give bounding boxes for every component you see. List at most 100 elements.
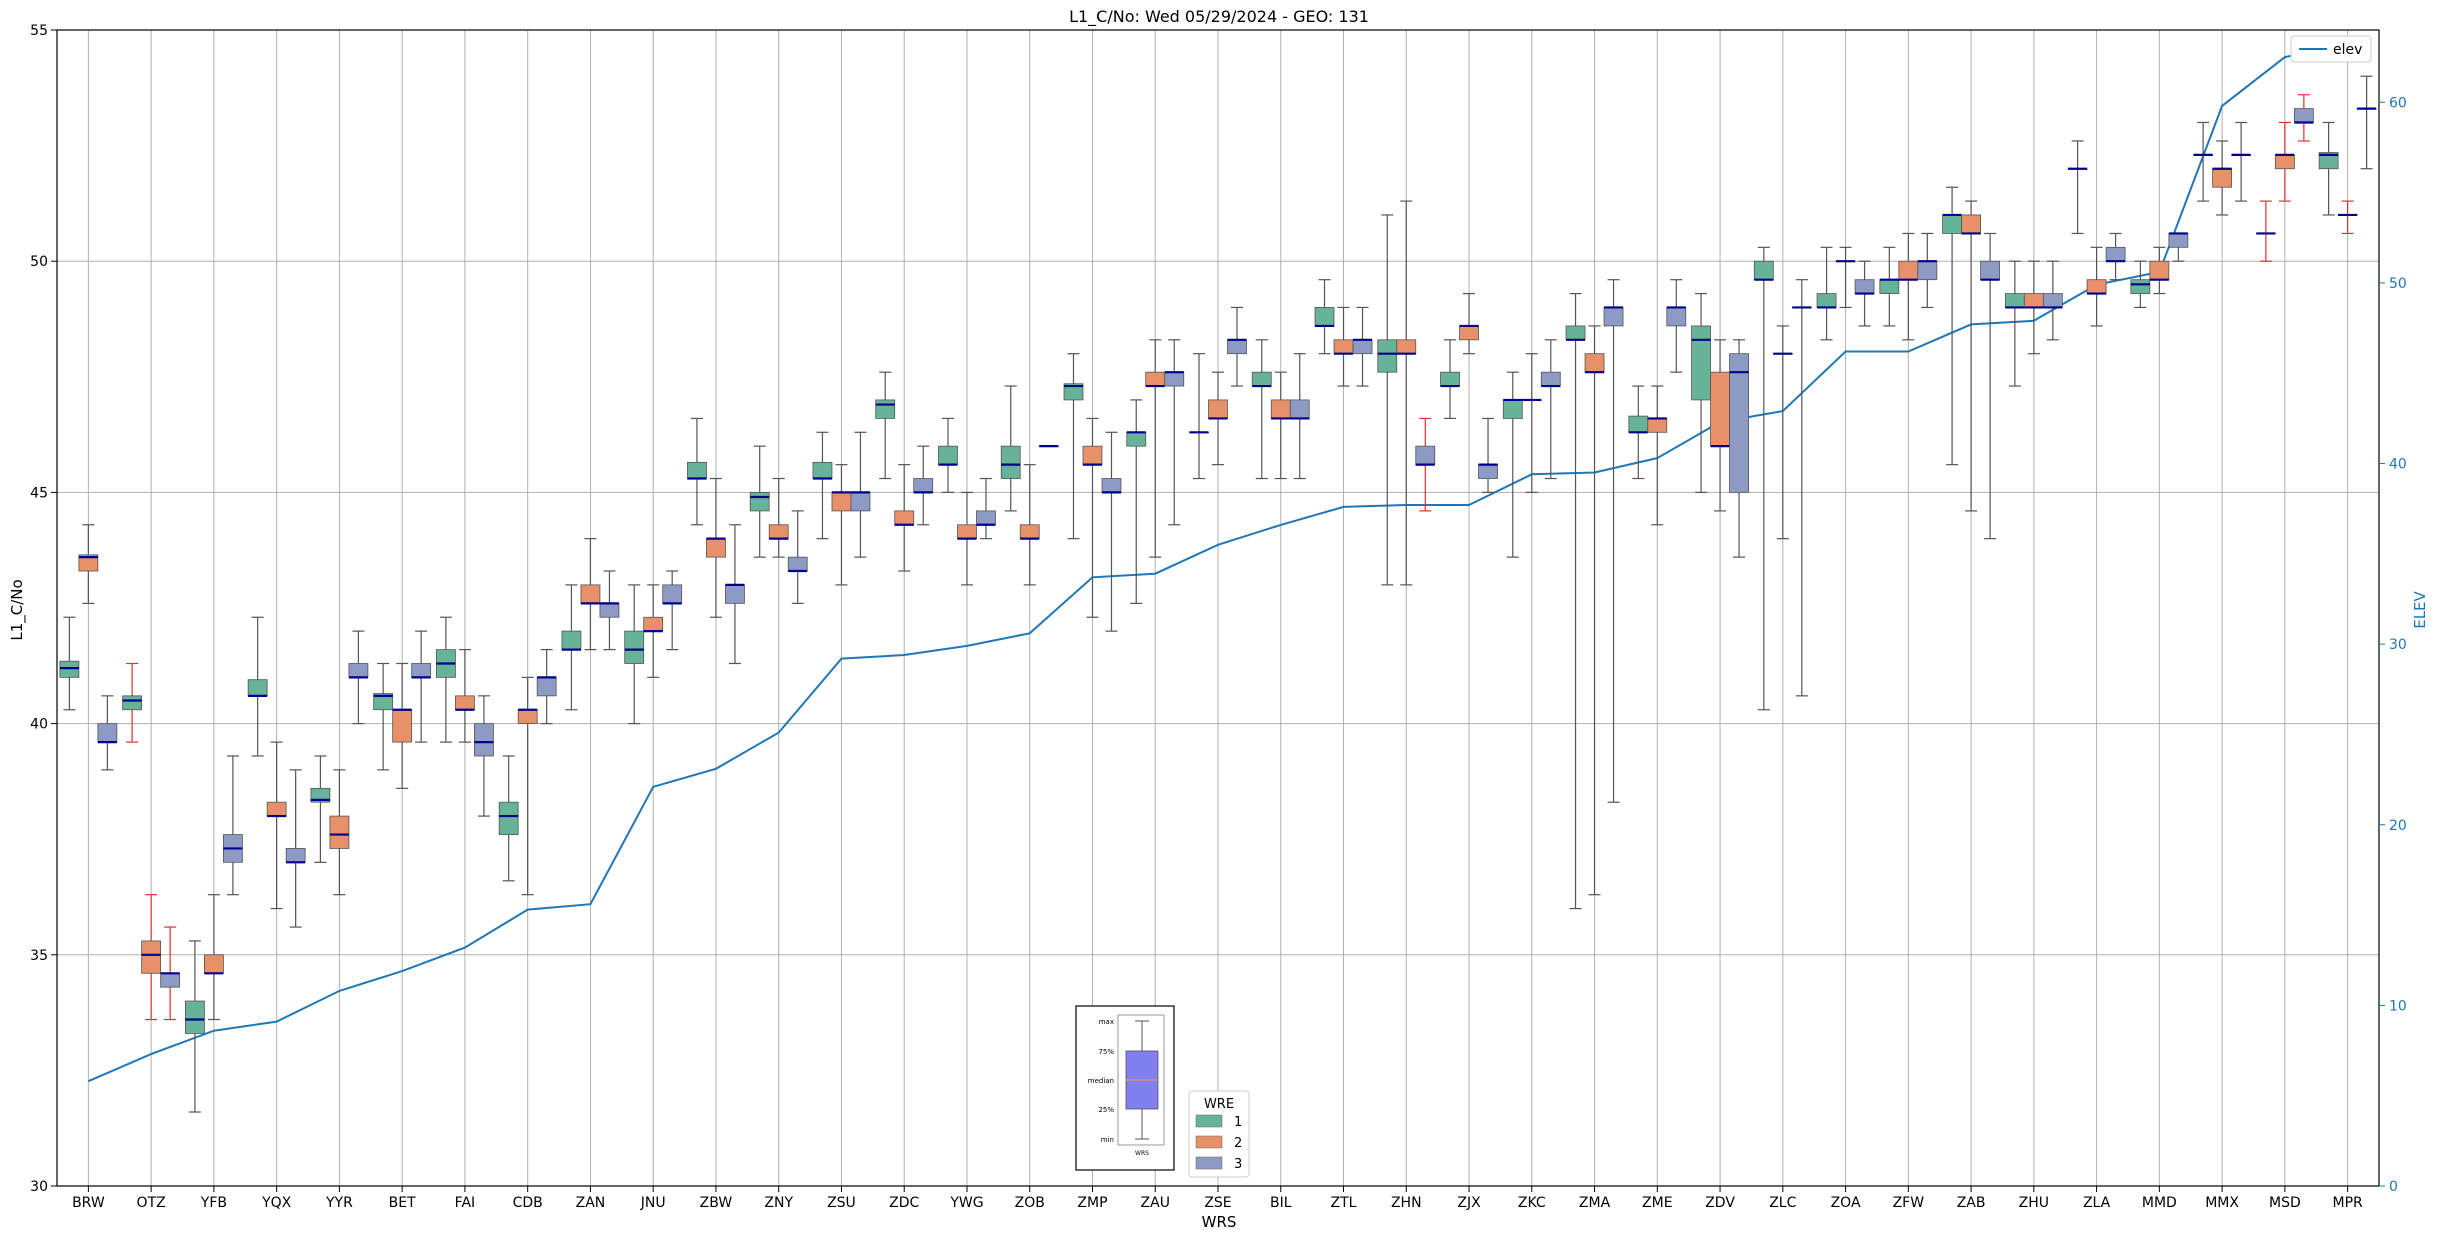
box	[160, 972, 181, 988]
x-tick-label-yqx: YQX	[261, 1195, 292, 1211]
x-tick-label-zbw: ZBW	[700, 1195, 733, 1211]
box-wre3-ywg	[976, 477, 996, 540]
box	[2130, 279, 2151, 294]
box-wre2-zme	[1647, 385, 1668, 526]
box	[184, 1000, 205, 1034]
x-tick-label-zse: ZSE	[1204, 1195, 1231, 1211]
x-tick-label-zdv: ZDV	[1705, 1195, 1735, 1211]
x-tick-label-zoa: ZOA	[1831, 1195, 1861, 1211]
box	[812, 461, 833, 479]
box	[1314, 307, 1335, 327]
box-wre3-zhn	[1415, 417, 1436, 512]
wre-legend: WRE 1 2 3	[1188, 1090, 1250, 1178]
inset-xlabel: WRS	[1135, 1150, 1149, 1157]
box-wre3-yfb	[222, 755, 243, 896]
box-wre2-zdc	[894, 464, 915, 572]
box-wre3-bil	[1289, 353, 1310, 480]
wre-legend-title: WRE	[1204, 1097, 1234, 1112]
box	[957, 524, 977, 540]
box-wre2-zob	[1019, 464, 1040, 586]
box	[392, 709, 413, 743]
x-tick-label-ztl: ZTL	[1331, 1195, 1357, 1211]
box-wre1-zob	[1000, 385, 1021, 512]
box	[1898, 260, 1919, 281]
box-wre1-zme	[1628, 385, 1649, 480]
box-wre2-yyr	[329, 769, 350, 896]
box	[2318, 152, 2339, 170]
box-wre3-zla	[2105, 232, 2126, 281]
box	[1628, 415, 1649, 433]
wre-legend-label-1: 1	[1234, 1115, 1242, 1130]
box-wre1-zla	[2067, 140, 2088, 235]
box-wre2-zfw	[1898, 232, 1919, 341]
box	[517, 709, 538, 725]
box-wre1-zhn	[1377, 214, 1398, 586]
box	[1816, 293, 1837, 308]
box-wre3-mpr	[2356, 75, 2377, 170]
box	[2168, 233, 2189, 248]
x-tick-label-bil: BIL	[1270, 1195, 1292, 1211]
box-wre3-zjx	[1478, 417, 1498, 493]
box	[1565, 325, 1586, 341]
box-wre2-mpr	[2337, 200, 2358, 235]
x-tick-label-ywg: YWG	[949, 1195, 983, 1211]
box-wre1-zny	[749, 445, 770, 558]
box-wre2-mmd	[2149, 246, 2170, 295]
y2-tick-label: 50	[2389, 276, 2407, 292]
box	[1478, 464, 1498, 479]
box	[2105, 246, 2126, 262]
inset-legend: max 75% median 25% min WRS	[1075, 1005, 1175, 1171]
box	[1019, 524, 1040, 540]
box	[310, 787, 331, 803]
wre-legend-label-3: 3	[1234, 1157, 1242, 1172]
box-wre1-jnu	[624, 584, 645, 725]
box-wre2-zlc	[1772, 325, 1793, 540]
box	[1879, 279, 1900, 294]
box-wre2-zma	[1584, 325, 1605, 896]
box	[875, 399, 896, 419]
x-tick-label-zlc: ZLC	[1769, 1195, 1796, 1211]
box	[643, 616, 664, 632]
elev-legend-frame	[2290, 35, 2372, 63]
x-tick-label-msd: MSD	[2269, 1195, 2301, 1211]
inset-label-max: max	[1099, 1018, 1114, 1026]
box	[59, 660, 80, 678]
wre-legend-swatch-1	[1195, 1114, 1223, 1128]
box-wre2-cdb	[517, 676, 538, 896]
box-wre3-zsu	[850, 431, 871, 558]
box	[1227, 339, 1247, 355]
y-axis-label: L1_C/No	[8, 579, 27, 640]
box	[725, 584, 745, 604]
box-wre3-zma	[1603, 279, 1624, 803]
box	[348, 663, 369, 678]
box-wre1-zau	[1126, 399, 1147, 604]
box	[1666, 307, 1687, 327]
box-wre1-zoa	[1816, 246, 1837, 341]
box-wre2-zau	[1145, 339, 1166, 558]
box	[1415, 445, 1436, 466]
y2-tick-label: 20	[2389, 818, 2407, 834]
box-wre2-zab	[1961, 200, 1981, 512]
box	[1942, 214, 1962, 234]
box-wre1-bil	[1251, 339, 1272, 480]
y2-tick-label: 30	[2389, 637, 2407, 653]
box	[831, 491, 852, 512]
box-wre2-msd	[2274, 121, 2295, 202]
box	[266, 801, 287, 817]
x-tick-label-zsu: ZSU	[827, 1195, 856, 1211]
y-tick-label: 45	[30, 485, 48, 501]
box-wre2-ztl	[1333, 306, 1354, 387]
axes: 30 35 40 45 50 55 0 10 20 30 40 50 60 BRW OTZ YFB YQX YYR…	[30, 23, 2407, 1211]
box-wre3-zny	[787, 510, 808, 604]
box-wre1-bet	[373, 662, 394, 771]
box	[1540, 371, 1561, 387]
box-wre2-zdv	[1710, 339, 1730, 512]
box	[1440, 371, 1460, 387]
box	[1352, 339, 1373, 355]
box-wre1-zfw	[1879, 246, 1900, 327]
box	[411, 663, 432, 678]
y2-tick-label: 40	[2389, 457, 2407, 473]
box	[768, 524, 789, 540]
box-wre3-fai	[474, 695, 494, 817]
box-wre3-zme	[1666, 279, 1687, 373]
